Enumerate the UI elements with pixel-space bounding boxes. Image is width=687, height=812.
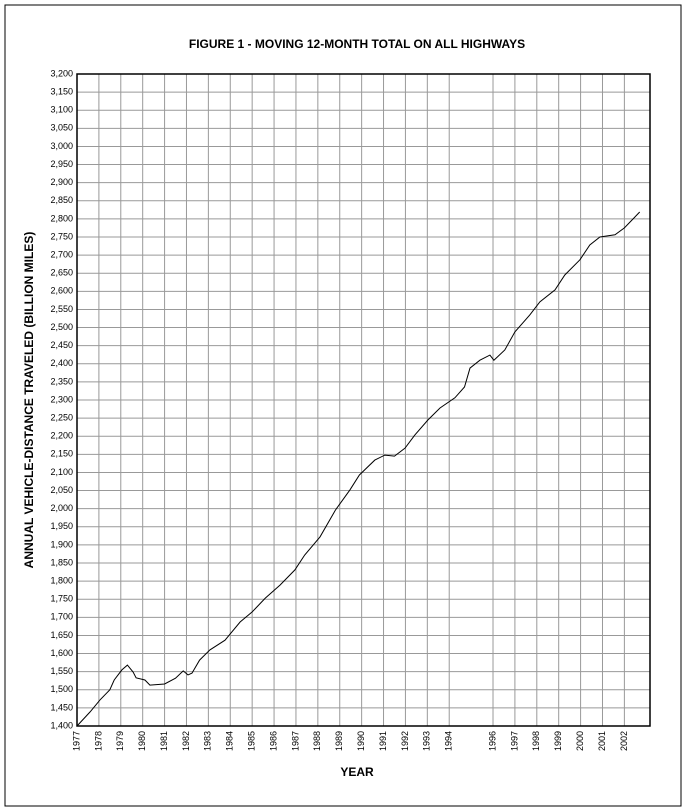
y-tick-label: 2,950 <box>50 159 73 169</box>
y-tick-label: 2,900 <box>50 177 73 187</box>
y-tick-label: 2,450 <box>50 340 73 350</box>
x-tick-label: 1984 <box>225 731 235 751</box>
y-tick-label: 1,850 <box>50 557 73 567</box>
x-tick-label: 1990 <box>356 731 366 751</box>
y-tick-label: 2,550 <box>50 304 73 314</box>
data-line <box>76 211 641 727</box>
x-tick-label: 1998 <box>531 731 541 751</box>
y-tick-label: 2,750 <box>50 231 73 241</box>
y-tick-label: 1,700 <box>50 612 73 622</box>
x-tick-label: 2002 <box>619 731 629 751</box>
y-tick-label: 1,550 <box>50 666 73 676</box>
y-tick-label: 2,500 <box>50 322 73 332</box>
x-tick-label: 1997 <box>509 731 519 751</box>
y-tick-label: 3,100 <box>50 105 73 115</box>
x-tick-label: 1988 <box>312 731 322 751</box>
x-tick-label: 1981 <box>159 731 169 751</box>
y-tick-label: 2,800 <box>50 213 73 223</box>
y-tick-label: 2,100 <box>50 467 73 477</box>
x-tick-label: 1989 <box>334 731 344 751</box>
x-tick-label: 1982 <box>181 731 191 751</box>
y-tick-label: 2,000 <box>50 503 73 513</box>
y-tick-label: 1,500 <box>50 684 73 694</box>
y-tick-label: 1,400 <box>50 720 73 730</box>
x-tick-label: 1977 <box>71 731 81 751</box>
x-tick-label: 1999 <box>553 731 563 751</box>
x-tick-label: 1986 <box>268 731 278 751</box>
y-tick-label: 2,700 <box>50 249 73 259</box>
y-tick-label: 3,000 <box>50 141 73 151</box>
x-tick-label: 2001 <box>597 731 607 751</box>
y-axis-label: ANNUAL VEHICLE-DISTANCE TRAVELED (BILLIO… <box>22 232 36 569</box>
y-tick-label: 2,400 <box>50 358 73 368</box>
y-tick-label: 2,050 <box>50 485 73 495</box>
y-tick-label: 1,600 <box>50 648 73 658</box>
x-tick-label: 1991 <box>378 731 388 751</box>
x-tick-label: 1980 <box>137 731 147 751</box>
x-tick-label: 1987 <box>290 731 300 751</box>
y-tick-label: 2,250 <box>50 412 73 422</box>
x-tick-label: 1992 <box>400 731 410 751</box>
y-tick-label: 1,450 <box>50 702 73 712</box>
y-tick-label: 3,200 <box>50 68 73 78</box>
y-tick-label: 1,750 <box>50 594 73 604</box>
y-tick-label: 2,150 <box>50 449 73 459</box>
y-tick-label: 3,050 <box>50 123 73 133</box>
y-tick-label: 1,950 <box>50 521 73 531</box>
x-tick-label: 1978 <box>93 731 103 751</box>
x-tick-label: 1993 <box>422 731 432 751</box>
y-tick-label: 2,650 <box>50 268 73 278</box>
y-tick-label: 2,300 <box>50 394 73 404</box>
y-tick-label: 1,650 <box>50 630 73 640</box>
y-tick-label: 2,850 <box>50 195 73 205</box>
y-tick-label: 2,350 <box>50 376 73 386</box>
x-tick-label: 1983 <box>203 731 213 751</box>
x-tick-label: 1979 <box>115 731 125 751</box>
y-tick-label: 1,800 <box>50 575 73 585</box>
chart-title: FIGURE 1 - MOVING 12-MONTH TOTAL ON ALL … <box>189 37 525 51</box>
plot-border <box>76 73 651 727</box>
y-tick-label: 2,600 <box>50 286 73 296</box>
x-tick-label: 1985 <box>247 731 257 751</box>
y-tick-label: 2,200 <box>50 431 73 441</box>
y-tick-label: 3,150 <box>50 86 73 96</box>
x-tick-label: 2000 <box>575 731 585 751</box>
frame <box>4 4 682 807</box>
x-tick-label: 1994 <box>444 731 454 751</box>
x-tick-label: 1996 <box>487 731 497 751</box>
x-axis-label: YEAR <box>340 765 374 779</box>
y-tick-label: 1,900 <box>50 539 73 549</box>
